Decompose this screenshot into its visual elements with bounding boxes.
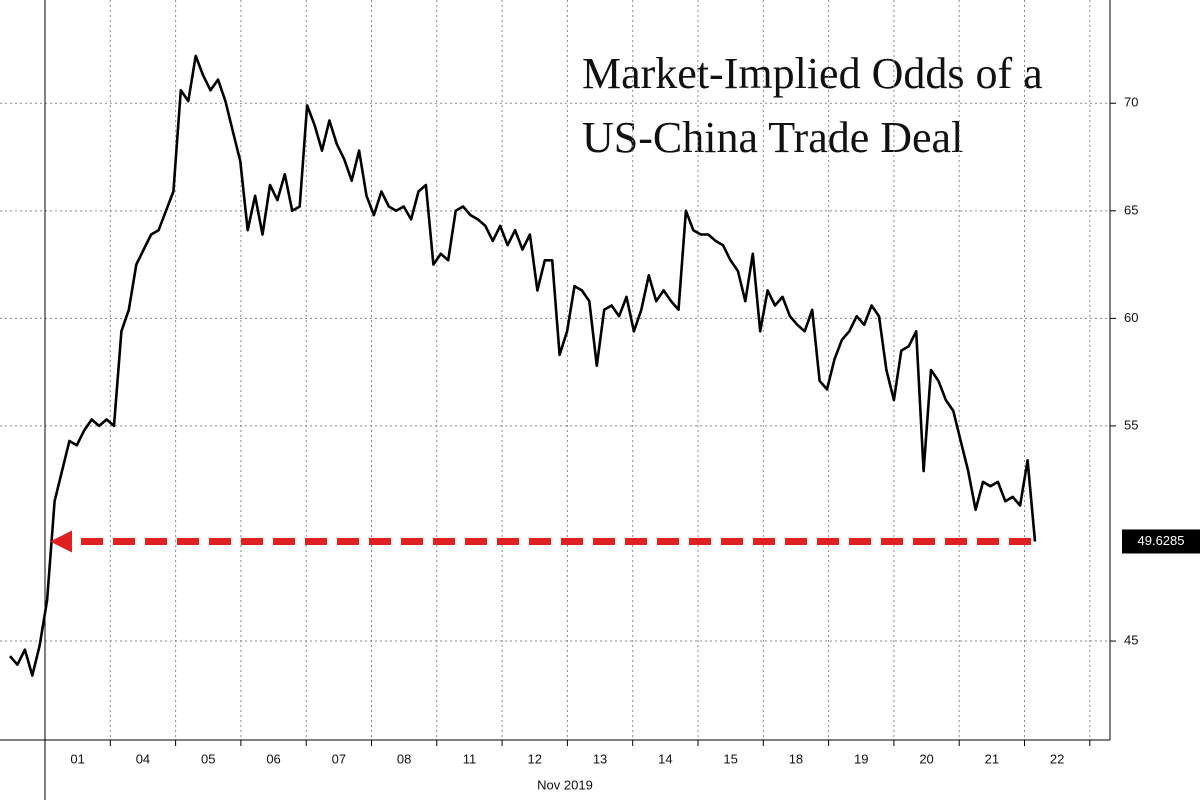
chart-title: US-China Trade Deal [582, 113, 963, 162]
x-axis-label: Nov 2019 [537, 777, 593, 792]
last-value-box [1122, 529, 1200, 554]
x-tick-label: 01 [70, 751, 84, 766]
x-tick-label: 04 [136, 751, 150, 766]
y-tick-label: 45 [1124, 632, 1138, 647]
x-tick-label: 07 [332, 751, 346, 766]
arrow-head [50, 530, 72, 553]
x-tick-label: 21 [985, 751, 999, 766]
x-tick-label: 20 [919, 751, 933, 766]
y-tick-label: 65 [1124, 202, 1138, 217]
y-tick-label: 55 [1124, 417, 1138, 432]
line-series [9, 54, 1037, 677]
x-tick-label: 15 [723, 751, 737, 766]
x-tick-label: 22 [1050, 751, 1064, 766]
x-tick-label: 05 [201, 751, 215, 766]
x-tick-label: 19 [854, 751, 868, 766]
x-tick-label: 13 [593, 751, 607, 766]
y-tick-label: 70 [1124, 95, 1138, 110]
x-tick-label: 11 [463, 751, 477, 766]
last-value-label: 49.6285 [1138, 533, 1185, 548]
x-tick-label: 14 [658, 751, 672, 766]
x-tick-label: 12 [528, 751, 542, 766]
y-tick-label: 60 [1124, 310, 1138, 325]
x-tick-label: 18 [789, 751, 803, 766]
x-tick-label: 06 [266, 751, 280, 766]
chart-title: Market-Implied Odds of a [582, 49, 1043, 98]
x-tick-label: 08 [397, 751, 411, 766]
